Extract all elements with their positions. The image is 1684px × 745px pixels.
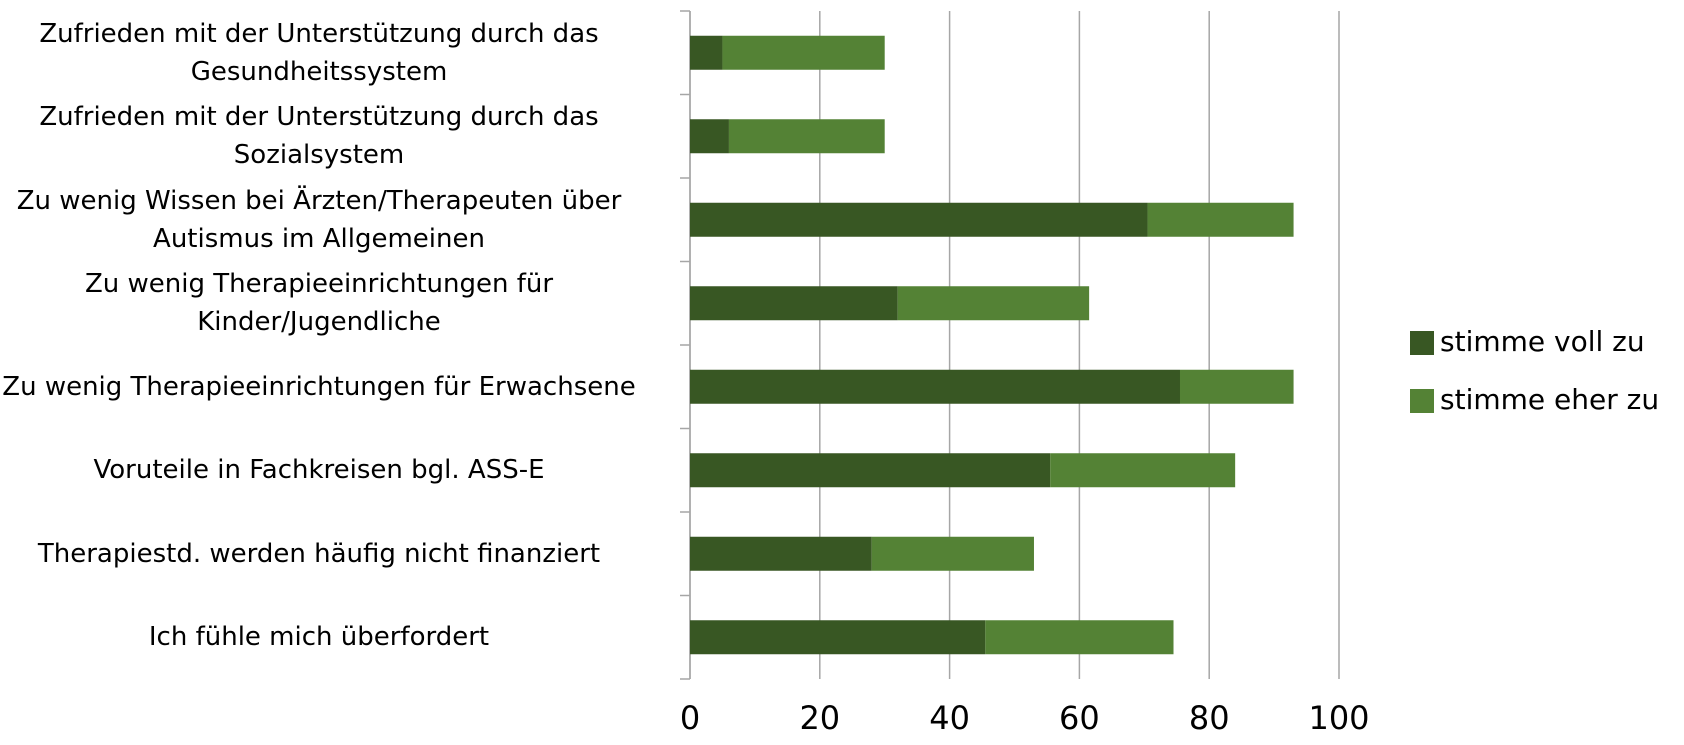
bar [1179, 369, 1294, 404]
legend-label: stimme eher zu [1440, 383, 1659, 416]
bar [871, 536, 1034, 571]
bar [690, 202, 1148, 237]
bar [722, 35, 885, 70]
y-tick-label: Therapiestd. werden häufig nicht finanzi… [37, 538, 601, 569]
y-tick-label: Zu wenig Wissen bei Ärzten/Therapeuten ü… [16, 185, 622, 254]
bar [1050, 453, 1236, 488]
y-tick-label: Zufrieden mit der Unterstützung durch da… [39, 102, 599, 171]
bar [690, 620, 986, 655]
legend-swatch [1410, 331, 1434, 355]
x-tick-label: 20 [799, 699, 840, 737]
bar [1147, 202, 1294, 237]
bar [897, 286, 1090, 321]
bar [728, 119, 885, 154]
bar [690, 369, 1180, 404]
bar [985, 620, 1174, 655]
y-tick-label: Zu wenig Therapieeinrichtungen für Erwac… [2, 371, 636, 402]
bar [690, 35, 723, 70]
x-tick-label: 60 [1059, 699, 1100, 737]
x-tick-label: 40 [929, 699, 970, 737]
legend-swatch [1410, 389, 1434, 413]
y-tick-label: Zu wenig Therapieeinrichtungen für Kinde… [84, 269, 554, 338]
bar [690, 453, 1051, 488]
bar [690, 536, 872, 571]
y-tick-label: Zufrieden mit der Unterstützung durch da… [39, 18, 599, 87]
bar [690, 286, 898, 321]
x-tick-label: 0 [680, 699, 700, 737]
x-tick-label: 100 [1308, 699, 1369, 737]
legend-label: stimme voll zu [1440, 325, 1645, 358]
y-tick-label: Ich fühle mich überfordert [148, 622, 490, 653]
x-tick-label: 80 [1189, 699, 1230, 737]
y-tick-label: Voruteile in Fachkreisen bgl. ASS-E [93, 455, 545, 486]
bar [690, 119, 729, 154]
